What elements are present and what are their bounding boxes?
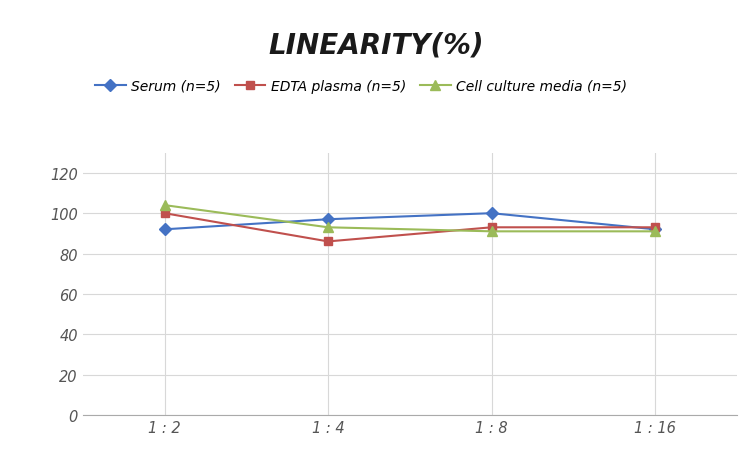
EDTA plasma (n=5) (160, 211, 169, 216)
EDTA plasma (n=5) (487, 225, 496, 230)
Serum (n=5) (323, 217, 332, 222)
Serum (n=5) (160, 227, 169, 233)
Line: Cell culture media (n=5): Cell culture media (n=5) (159, 201, 660, 237)
EDTA plasma (n=5) (650, 225, 660, 230)
Serum (n=5) (650, 227, 660, 233)
Line: EDTA plasma (n=5): EDTA plasma (n=5) (160, 210, 660, 246)
Text: LINEARITY(%): LINEARITY(%) (268, 32, 484, 60)
Cell culture media (n=5) (487, 229, 496, 235)
EDTA plasma (n=5) (323, 239, 332, 244)
Line: Serum (n=5): Serum (n=5) (160, 210, 660, 234)
Serum (n=5) (487, 211, 496, 216)
Cell culture media (n=5) (160, 203, 169, 208)
Cell culture media (n=5) (650, 229, 660, 235)
Cell culture media (n=5) (323, 225, 332, 230)
Legend: Serum (n=5), EDTA plasma (n=5), Cell culture media (n=5): Serum (n=5), EDTA plasma (n=5), Cell cul… (89, 74, 632, 99)
